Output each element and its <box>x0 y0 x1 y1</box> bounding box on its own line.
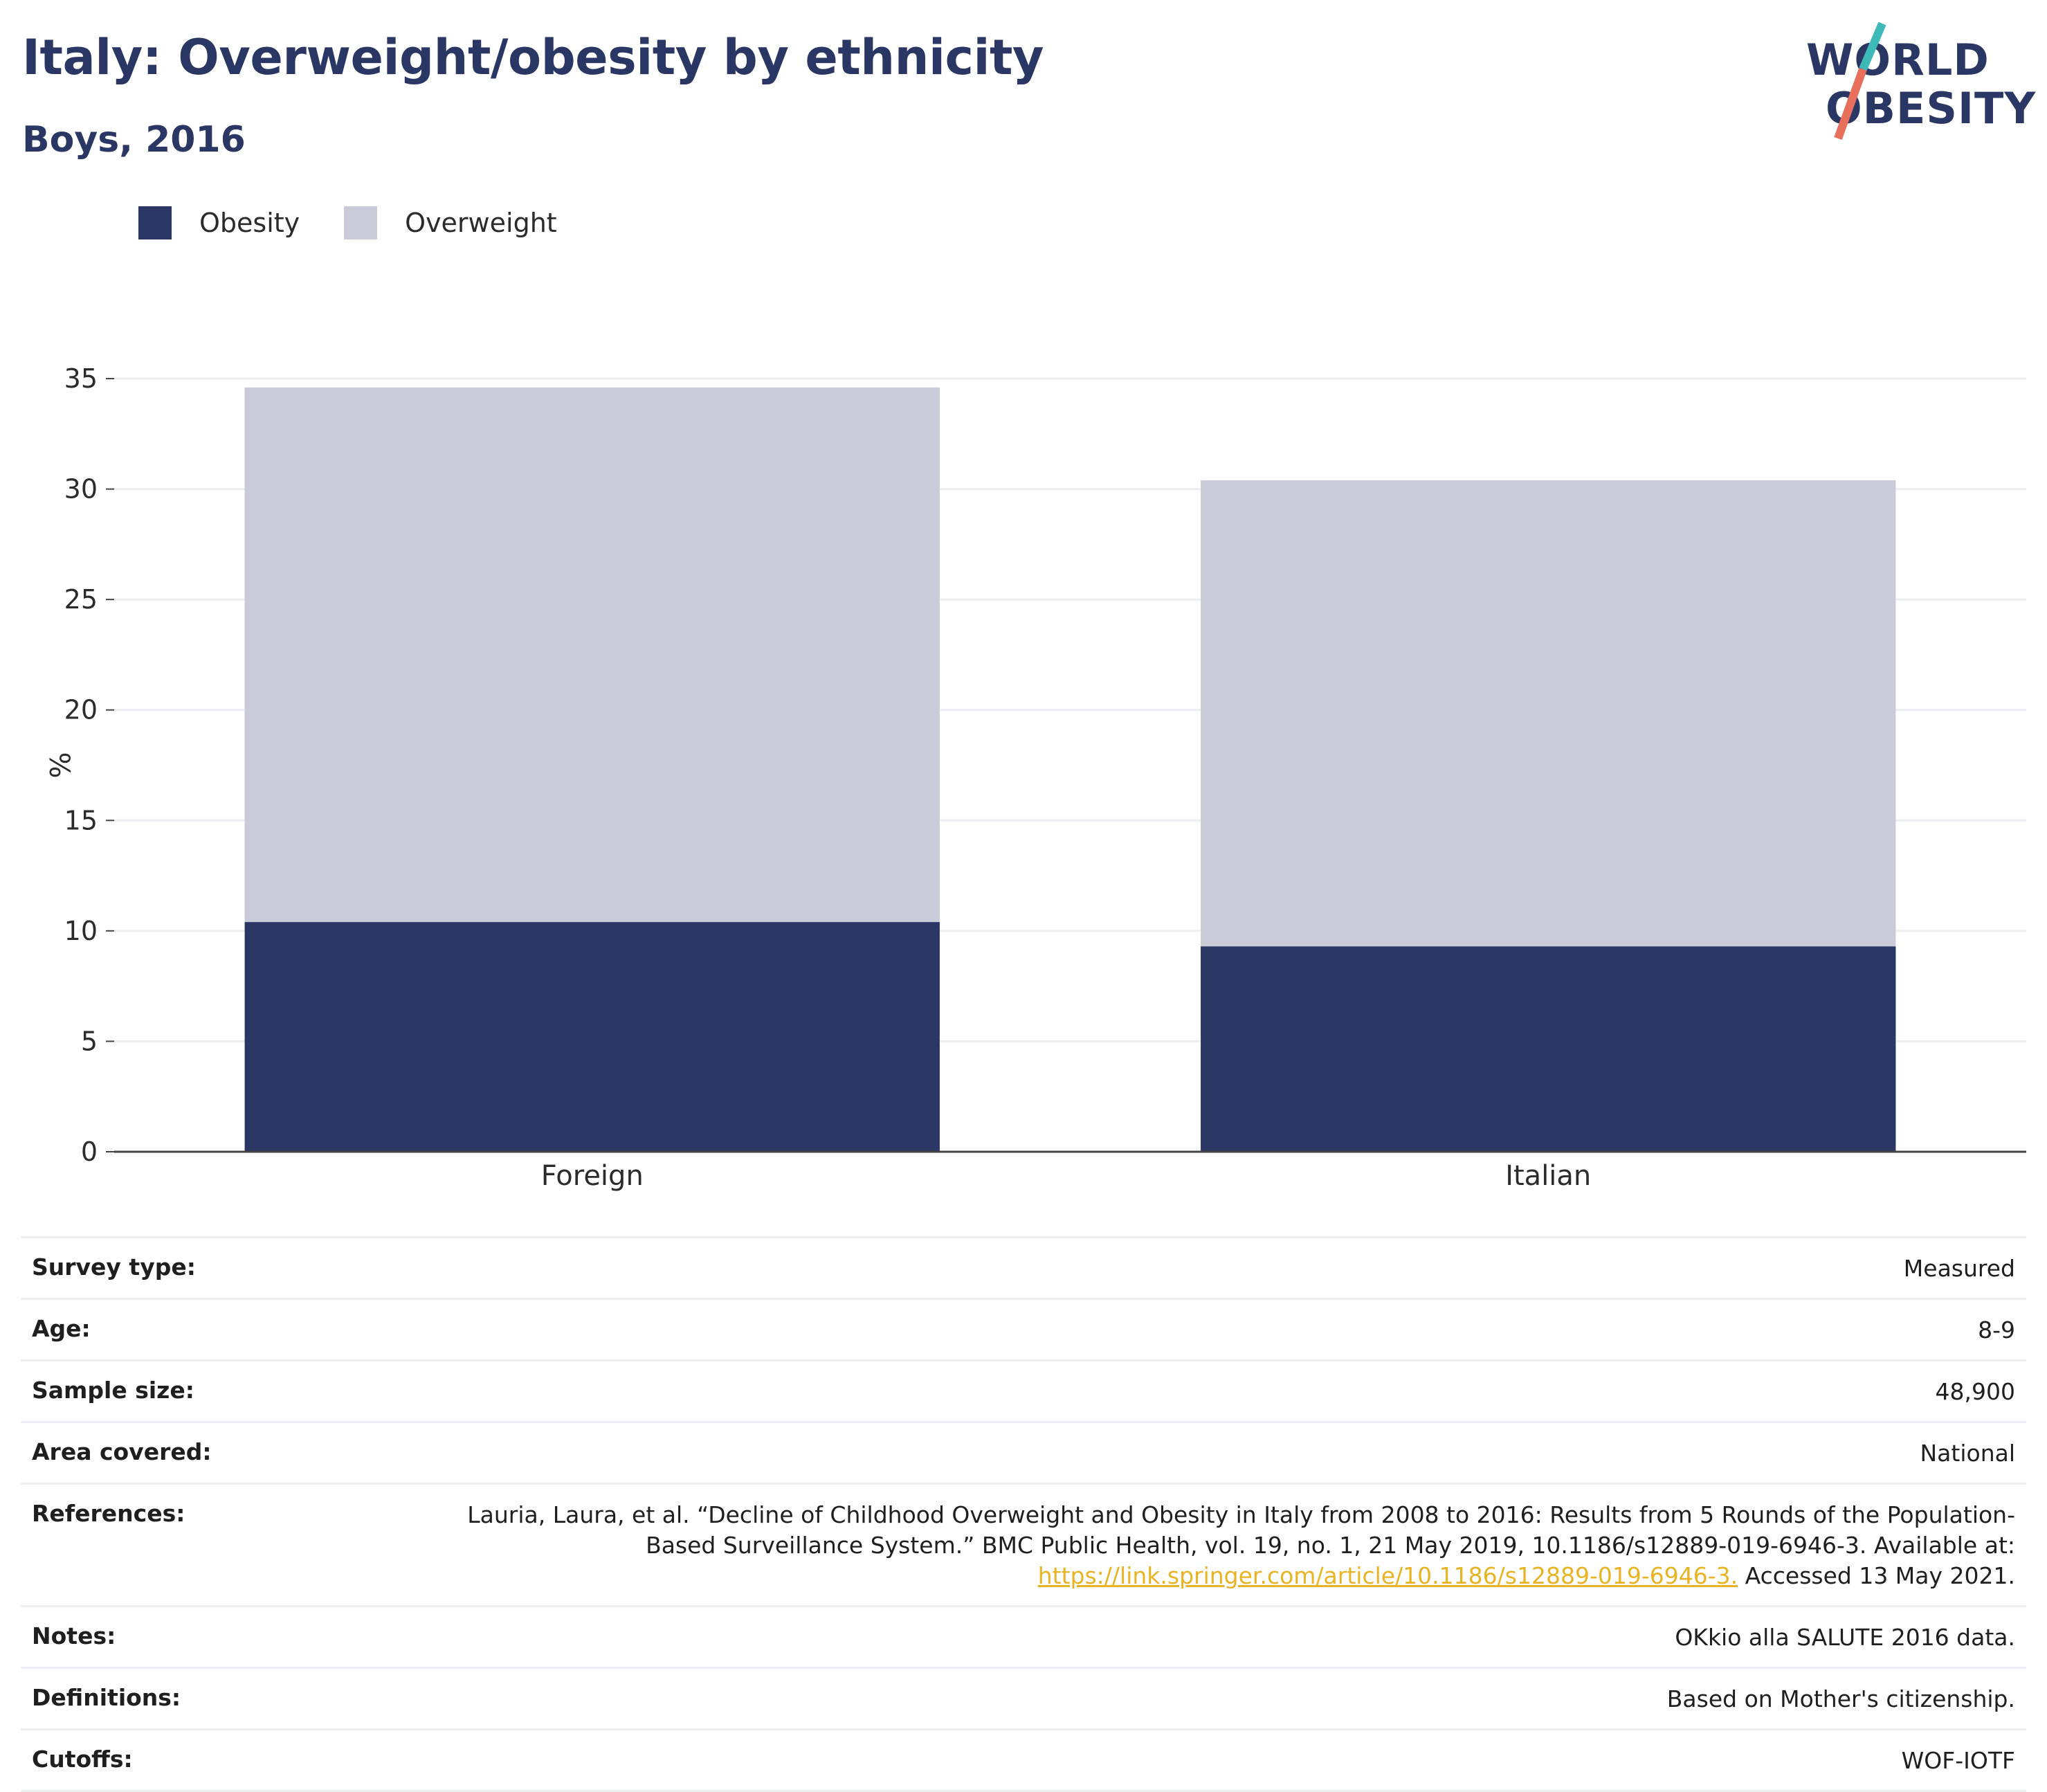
info-value: OKkio alla SALUTE 2016 data. <box>1675 1624 2015 1651</box>
logo-text-line2: OBESITY <box>1826 83 2037 134</box>
logo-text-line1: WORLD <box>1806 35 1990 85</box>
info-label: Area covered: <box>32 1438 212 1465</box>
logo-slash-coral <box>1834 67 1867 141</box>
logo-slash-icon <box>1834 21 1886 141</box>
legend-swatch-obesity <box>138 206 172 239</box>
info-value: Measured <box>1903 1255 2015 1282</box>
info-row-age: Age: 8-9 <box>21 1298 2026 1359</box>
y-tick-label: 35 <box>64 363 98 394</box>
bar-obesity-italian <box>1201 946 1896 1152</box>
info-value: 48,900 <box>1935 1378 2015 1405</box>
y-tick-label: 30 <box>64 474 98 505</box>
info-value: Based on Mother's citizenship. <box>1666 1685 2015 1712</box>
info-row-sample-size: Sample size: 48,900 <box>21 1359 2026 1421</box>
x-tick-label: Italian <box>1505 1160 1591 1192</box>
chart-title: Italy: Overweight/obesity by ethnicity <box>22 29 1044 86</box>
info-label: Sample size: <box>32 1377 194 1404</box>
y-tick-label: 0 <box>81 1137 98 1167</box>
y-axis-label: % <box>43 752 75 778</box>
legend: Obesity Overweight <box>138 206 601 239</box>
references-value: Lauria, Laura, et al. “Decline of Childh… <box>467 1500 2015 1591</box>
legend-label-overweight: Overweight <box>405 208 557 238</box>
axes: 0 5 10 15 20 25 30 35% Foreign Italian <box>43 363 2026 1192</box>
y-tick-label: 15 <box>64 805 98 835</box>
legend-swatch-overweight <box>344 206 378 239</box>
logo-slash-teal <box>1859 21 1886 71</box>
reference-text-line2: Based Surveillance System.” BMC Public H… <box>646 1532 2015 1559</box>
bar-overweight-italian <box>1201 480 1896 947</box>
bar-chart: 0 5 10 15 20 25 30 35% Foreign Italian <box>43 363 2026 1192</box>
info-label: Definitions: <box>32 1684 181 1711</box>
bar-overweight-foreign <box>244 387 940 923</box>
info-row-definitions: Definitions: Based on Mother's citizensh… <box>21 1667 2026 1728</box>
reference-text-line1: Lauria, Laura, et al. “Decline of Childh… <box>467 1501 2015 1528</box>
legend-item-obesity: Obesity <box>138 206 300 239</box>
info-row-references: References: Lauria, Laura, et al. “Decli… <box>21 1483 2026 1605</box>
info-label: Survey type: <box>32 1254 196 1280</box>
info-row-cutoffs: Cutoffs: WOF-IOTF <box>21 1728 2026 1792</box>
info-label: Age: <box>32 1315 91 1342</box>
y-tick-label: 5 <box>81 1026 98 1056</box>
info-row-survey-type: Survey type: Measured <box>21 1236 2026 1298</box>
info-table: Survey type: Measured Age: 8-9 Sample si… <box>21 1236 2026 1792</box>
chart-subtitle: Boys, 2016 <box>22 119 246 161</box>
legend-item-overweight: Overweight <box>344 206 557 239</box>
info-label: Notes: <box>32 1622 116 1649</box>
reference-link[interactable]: https://link.springer.com/article/10.118… <box>1037 1562 1738 1589</box>
info-row-area-covered: Area covered: National <box>21 1421 2026 1483</box>
bars <box>244 387 1896 1152</box>
info-label: Cutoffs: <box>32 1746 133 1773</box>
x-tick-label: Foreign <box>541 1160 644 1192</box>
y-tick-label: 20 <box>64 695 98 725</box>
info-row-notes: Notes: OKkio alla SALUTE 2016 data. <box>21 1605 2026 1667</box>
info-value: National <box>1920 1440 2015 1467</box>
legend-label-obesity: Obesity <box>199 208 300 238</box>
y-tick-label: 25 <box>64 584 98 615</box>
info-label: References: <box>32 1500 185 1527</box>
info-value: 8-9 <box>1978 1316 2015 1343</box>
y-tick-label: 10 <box>64 916 98 946</box>
world-obesity-logo: WORLD OBESITY <box>1806 21 2035 145</box>
bar-obesity-foreign <box>244 922 940 1152</box>
info-value: WOF-IOTF <box>1901 1747 2015 1774</box>
reference-accessed-text: Accessed 13 May 2021. <box>1738 1562 2015 1589</box>
